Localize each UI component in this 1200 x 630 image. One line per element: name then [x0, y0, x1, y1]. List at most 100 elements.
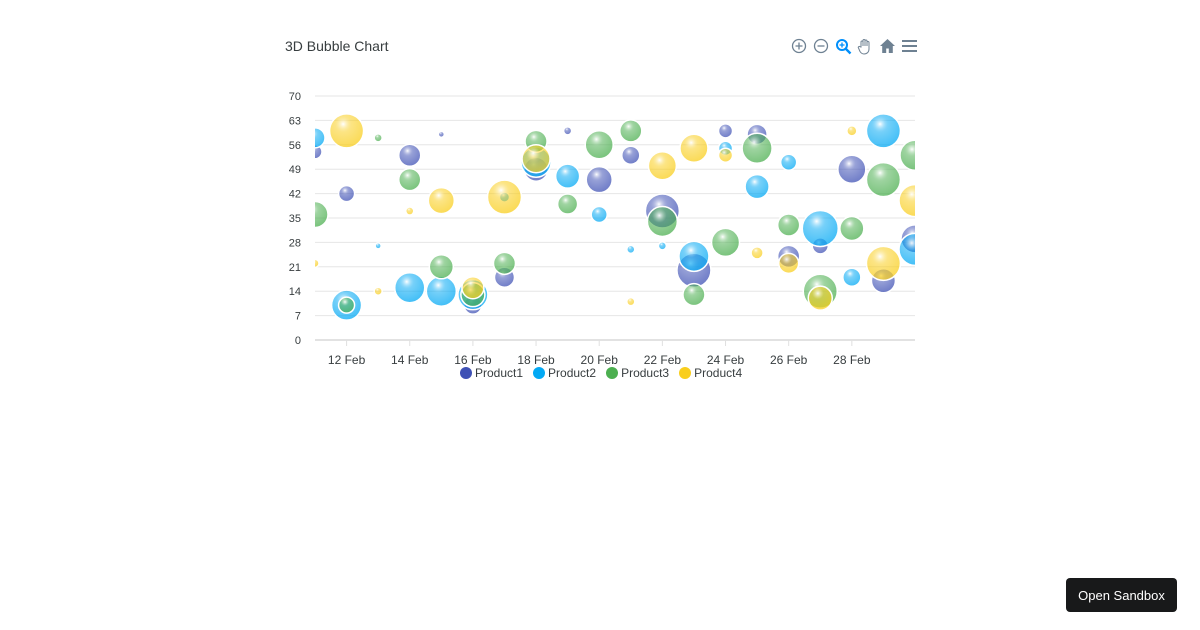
bubble[interactable]: [556, 193, 579, 215]
bubble[interactable]: [328, 113, 365, 149]
legend-item[interactable]: Product3: [606, 366, 669, 380]
bubble[interactable]: [837, 154, 867, 184]
x-tick-label: 24 Feb: [707, 353, 745, 367]
bubble[interactable]: [585, 165, 613, 194]
bubble[interactable]: [425, 275, 458, 307]
bubble[interactable]: [777, 252, 800, 275]
x-tick-label: 18 Feb: [517, 353, 555, 367]
bubble[interactable]: [305, 127, 326, 149]
bubble[interactable]: [521, 143, 551, 174]
bubble[interactable]: [437, 130, 446, 139]
x-tick-label: 20 Feb: [581, 353, 619, 367]
y-tick-label: 0: [295, 335, 301, 347]
bubble[interactable]: [590, 205, 608, 224]
y-tick-label: 63: [289, 115, 301, 127]
x-tick-label: 12 Feb: [328, 353, 366, 367]
y-tick-label: 28: [289, 237, 301, 249]
legend-marker: [606, 367, 619, 379]
legend-marker: [460, 367, 472, 379]
legend-item[interactable]: Product2: [533, 366, 596, 380]
open-sandbox-button[interactable]: Open Sandbox: [1066, 578, 1177, 612]
bubble[interactable]: [646, 205, 679, 238]
bubble[interactable]: [428, 254, 455, 280]
y-tick-label: 21: [289, 262, 301, 274]
zoom-in-icon[interactable]: [790, 37, 808, 55]
bubble[interactable]: [626, 296, 636, 307]
legend-marker: [679, 367, 692, 379]
legend-label: Product2: [548, 366, 597, 380]
bubble[interactable]: [393, 271, 426, 304]
x-tick-label: 14 Feb: [391, 353, 429, 367]
bubble[interactable]: [486, 179, 523, 215]
bubble[interactable]: [621, 145, 641, 166]
bubble[interactable]: [397, 143, 422, 168]
legend-marker: [533, 367, 546, 379]
bubble[interactable]: [619, 119, 643, 143]
home-icon[interactable]: [878, 37, 896, 55]
bubble[interactable]: [337, 296, 356, 314]
legend-item[interactable]: Product1: [460, 366, 523, 380]
x-tick-label: 16 Feb: [454, 353, 492, 367]
bubble[interactable]: [899, 139, 930, 172]
y-tick-label: 35: [289, 213, 301, 225]
bubble[interactable]: [311, 258, 320, 269]
x-axis: 12 Feb 14 Feb 16 Feb 18 Feb 20 Feb 22 Feb 24 F…: [328, 340, 871, 367]
y-tick-label: 7: [295, 311, 301, 323]
bubble[interactable]: [461, 275, 485, 300]
x-tick-label: 28 Feb: [833, 353, 871, 367]
bubble[interactable]: [776, 213, 801, 237]
y-tick-label: 56: [289, 140, 301, 152]
bubble[interactable]: [839, 215, 865, 242]
y-tick-label: 49: [289, 164, 301, 176]
x-tick-label: 22 Feb: [644, 353, 682, 367]
bubble[interactable]: [865, 161, 902, 198]
bubble[interactable]: [562, 126, 573, 136]
bubble[interactable]: [865, 113, 902, 149]
y-axis: 0 7 14 21 28 35 42 49 56 63 70: [289, 91, 301, 347]
bubble[interactable]: [492, 251, 517, 276]
bubble[interactable]: [678, 240, 710, 273]
bubble[interactable]: [865, 245, 902, 282]
bubble[interactable]: [846, 125, 858, 137]
bubble[interactable]: [717, 147, 734, 164]
bubble[interactable]: [373, 286, 383, 296]
bubble[interactable]: [898, 183, 931, 218]
bubble[interactable]: [584, 130, 614, 160]
bubble[interactable]: [337, 184, 356, 203]
bubble[interactable]: [657, 241, 668, 251]
plot-area: [302, 113, 931, 321]
pan-icon[interactable]: [856, 37, 874, 55]
bubble[interactable]: [710, 227, 741, 258]
bubble[interactable]: [717, 123, 734, 139]
bubble[interactable]: [744, 173, 770, 200]
chart-title: 3D Bubble Chart: [285, 38, 389, 54]
bubble[interactable]: [647, 150, 678, 181]
legend-label: Product1: [475, 366, 524, 380]
bubble[interactable]: [779, 153, 798, 171]
bubble[interactable]: [682, 282, 706, 307]
bubble[interactable]: [626, 244, 636, 255]
bubble[interactable]: [373, 133, 383, 143]
bubble[interactable]: [397, 167, 422, 192]
bubble[interactable]: [374, 242, 382, 250]
legend: Product1 Product2 Product3 Product4: [460, 366, 742, 380]
bubble[interactable]: [427, 186, 456, 215]
bubble[interactable]: [679, 133, 709, 164]
bubble[interactable]: [750, 246, 764, 260]
selection-zoom-icon[interactable]: [834, 37, 852, 55]
bubble[interactable]: [741, 132, 773, 165]
bubble[interactable]: [554, 163, 581, 189]
bubble[interactable]: [404, 206, 415, 216]
bubble[interactable]: [842, 267, 862, 288]
bubble[interactable]: [807, 285, 834, 311]
bubble[interactable]: [801, 209, 840, 248]
bubble[interactable]: [302, 200, 329, 229]
series-product2: [305, 113, 931, 321]
zoom-out-icon[interactable]: [812, 37, 830, 55]
menu-icon[interactable]: [900, 37, 918, 55]
x-tick-label: 26 Feb: [770, 353, 808, 367]
y-tick-label: 14: [289, 286, 301, 298]
legend-item[interactable]: Product4: [679, 366, 742, 380]
bubble[interactable]: [898, 232, 931, 267]
